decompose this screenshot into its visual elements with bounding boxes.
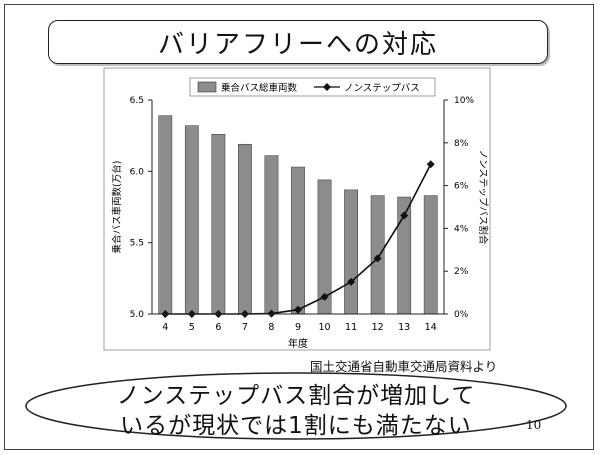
bar — [264, 155, 279, 315]
x-tick-label: 11 — [345, 322, 357, 333]
right-tick-label: 6% — [454, 182, 469, 192]
legend-bar-label: 乗合バス総車両数 — [221, 82, 298, 94]
bar — [238, 143, 252, 315]
slide-frame — [4, 4, 594, 450]
right-tick-label: 0% — [454, 310, 469, 320]
left-tick-label: 5.0 — [130, 310, 145, 320]
left-tick-label: 6.0 — [130, 167, 145, 177]
callout: ノンステップバス割合が増加して いるが現状では1割にも満たない — [22, 370, 570, 442]
line-point — [426, 160, 435, 169]
callout-line-1: ノンステップバス割合が増加して — [116, 383, 476, 409]
callout-line-2: いるが現状では1割にも満たない — [120, 413, 472, 439]
left-axis-label: 乗合バス車両数(万台) — [111, 161, 123, 254]
right-tick-label: 4% — [454, 224, 469, 234]
x-tick-label: 5 — [189, 322, 195, 333]
bar — [423, 195, 438, 315]
bar — [211, 133, 226, 315]
title-box: バリアフリーへの対応 — [48, 20, 548, 64]
x-tick-label: 14 — [425, 322, 437, 333]
legend-line-label: ノンステップバス — [344, 83, 420, 94]
left-tick-label: 5.5 — [130, 239, 144, 249]
legend-marker — [323, 83, 331, 91]
x-tick-label: 9 — [295, 322, 301, 333]
x-tick-label: 8 — [268, 322, 274, 333]
chart-frame — [103, 67, 491, 351]
bar — [158, 115, 173, 315]
line-point — [400, 211, 409, 220]
left-tick-label: 6.5 — [130, 96, 144, 106]
x-tick-label: 10 — [318, 322, 330, 333]
x-tick-label: 6 — [215, 322, 221, 333]
line-point — [294, 305, 302, 314]
right-tick-label: 8% — [454, 139, 469, 149]
callout-ellipse — [25, 372, 567, 440]
slide-title: バリアフリーへの対応 — [157, 29, 438, 60]
line-point — [320, 292, 329, 301]
legend: 乗合バス総車両数 ノンステップバス — [189, 77, 436, 97]
bar — [291, 166, 305, 315]
right-tick-label: 10% — [454, 96, 474, 106]
bar — [344, 189, 358, 315]
x-tick-label: 7 — [242, 322, 248, 333]
x-tick-label: 4 — [162, 322, 168, 333]
x-tick-label: 12 — [372, 322, 384, 333]
source-note: 国土交通省自動車交通局資料より — [310, 359, 498, 374]
legend-bar-swatch — [197, 81, 217, 93]
bar — [184, 125, 199, 315]
x-axis-label: 年度 — [288, 337, 308, 350]
line-point — [347, 277, 356, 286]
right-tick-label: 2% — [454, 267, 469, 277]
x-tick-label: 13 — [398, 322, 410, 333]
right-axis-label: ノンステップバス割合 — [477, 150, 489, 245]
legend-box — [189, 77, 436, 97]
line-point — [373, 254, 382, 263]
page-number: 10 — [526, 418, 542, 432]
